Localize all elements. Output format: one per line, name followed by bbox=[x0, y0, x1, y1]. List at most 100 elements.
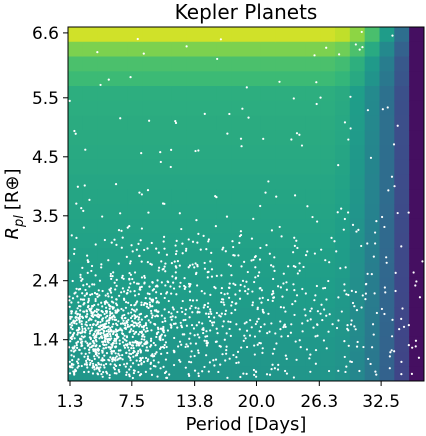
data-point bbox=[125, 339, 128, 342]
heatmap-cell bbox=[364, 233, 381, 249]
data-point bbox=[82, 284, 85, 287]
heatmap-cell bbox=[246, 277, 262, 294]
data-point bbox=[133, 324, 136, 328]
data-point bbox=[77, 358, 80, 361]
heatmap-cell bbox=[186, 86, 203, 102]
data-point bbox=[170, 262, 173, 265]
data-point bbox=[394, 271, 397, 274]
data-point bbox=[174, 244, 177, 247]
heatmap-cell bbox=[364, 248, 381, 264]
data-point bbox=[148, 301, 151, 304]
heatmap-cell bbox=[231, 100, 247, 117]
data-point bbox=[80, 338, 83, 341]
data-point bbox=[310, 307, 313, 310]
data-point bbox=[175, 266, 178, 269]
data-point bbox=[224, 359, 227, 362]
data-point bbox=[97, 367, 100, 370]
data-point bbox=[272, 296, 275, 299]
data-point bbox=[400, 317, 403, 320]
data-point bbox=[203, 292, 206, 295]
data-point bbox=[279, 286, 282, 289]
data-point bbox=[159, 160, 162, 164]
data-point bbox=[119, 322, 123, 325]
data-point bbox=[139, 239, 142, 242]
data-point bbox=[196, 241, 199, 244]
data-point bbox=[145, 327, 148, 330]
heatmap-cell bbox=[409, 292, 424, 308]
heatmap-cell bbox=[157, 71, 173, 87]
heatmap-cell bbox=[409, 145, 424, 161]
heatmap-cell bbox=[320, 218, 336, 235]
data-point bbox=[85, 363, 89, 366]
data-point bbox=[183, 333, 186, 336]
heatmap-cell bbox=[305, 277, 321, 294]
data-point bbox=[129, 316, 133, 320]
data-point bbox=[388, 367, 391, 370]
data-point bbox=[149, 367, 152, 370]
data-point bbox=[166, 329, 170, 332]
data-point bbox=[244, 290, 247, 293]
data-point bbox=[138, 330, 142, 334]
data-point bbox=[287, 265, 290, 268]
data-point bbox=[147, 358, 150, 361]
data-point bbox=[125, 335, 128, 338]
data-point bbox=[135, 322, 138, 325]
heatmap-cell bbox=[201, 71, 217, 87]
data-point bbox=[197, 321, 201, 324]
data-point bbox=[84, 340, 87, 343]
data-point bbox=[132, 321, 135, 324]
data-point bbox=[260, 301, 263, 304]
heatmap-cell bbox=[335, 218, 351, 235]
data-point bbox=[85, 283, 88, 286]
heatmap-cell bbox=[379, 277, 395, 294]
data-point bbox=[162, 267, 165, 271]
data-point bbox=[121, 287, 125, 290]
data-point bbox=[129, 356, 132, 360]
data-point bbox=[77, 304, 81, 308]
data-point bbox=[238, 241, 241, 244]
heatmap-cell bbox=[305, 366, 321, 381]
data-point bbox=[108, 333, 112, 336]
heatmap-cell bbox=[186, 336, 203, 353]
heatmap-cell bbox=[364, 27, 381, 43]
data-point bbox=[96, 50, 99, 54]
data-point bbox=[272, 265, 275, 268]
data-point bbox=[314, 335, 317, 338]
data-point bbox=[239, 283, 242, 287]
y-tick-label: 6.6 bbox=[32, 24, 59, 44]
data-point bbox=[188, 299, 192, 302]
data-point bbox=[178, 285, 181, 288]
data-point bbox=[75, 344, 78, 347]
heatmap-cell bbox=[82, 174, 99, 190]
data-point bbox=[170, 292, 173, 295]
heatmap-cell bbox=[349, 174, 366, 190]
heatmap-cell bbox=[186, 292, 203, 308]
data-point bbox=[121, 358, 124, 361]
data-point bbox=[96, 348, 99, 352]
data-point bbox=[125, 371, 128, 374]
data-point bbox=[87, 260, 90, 263]
data-point bbox=[386, 106, 389, 109]
data-point bbox=[114, 333, 117, 337]
data-point bbox=[313, 299, 316, 302]
data-point bbox=[225, 352, 228, 355]
data-point bbox=[188, 337, 191, 340]
data-point bbox=[344, 266, 347, 269]
data-point bbox=[411, 346, 414, 349]
data-point bbox=[346, 211, 350, 214]
heatmap-cell bbox=[68, 174, 84, 190]
data-point bbox=[105, 335, 108, 338]
data-point bbox=[140, 318, 143, 321]
data-point bbox=[323, 308, 326, 311]
heatmap-cell bbox=[409, 115, 424, 131]
heatmap-cell bbox=[394, 115, 410, 131]
data-point bbox=[160, 333, 163, 336]
data-point bbox=[102, 347, 105, 350]
data-point bbox=[159, 347, 162, 350]
heatmap-cell bbox=[82, 56, 99, 72]
data-point bbox=[124, 306, 128, 309]
heatmap-cell bbox=[275, 56, 292, 72]
data-point bbox=[69, 340, 72, 343]
heatmap-cell bbox=[275, 86, 292, 102]
data-point bbox=[174, 322, 177, 325]
